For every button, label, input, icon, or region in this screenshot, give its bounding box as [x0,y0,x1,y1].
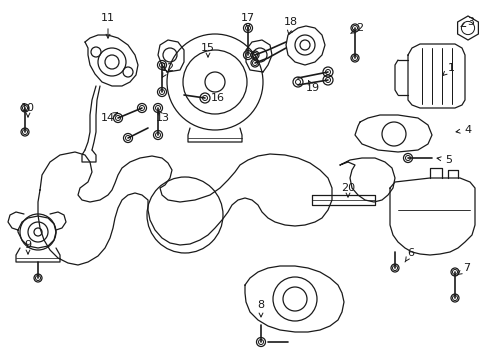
Text: 12: 12 [161,63,175,73]
Text: 13: 13 [156,113,170,123]
Text: 20: 20 [340,183,354,193]
Text: 15: 15 [201,43,215,53]
Text: 4: 4 [464,125,470,135]
Text: 9: 9 [24,240,32,250]
Text: 2: 2 [356,23,363,33]
Text: 11: 11 [101,13,115,23]
Text: 19: 19 [305,83,320,93]
Text: 17: 17 [241,13,255,23]
Text: 14: 14 [101,113,115,123]
Text: 7: 7 [463,263,469,273]
Text: 6: 6 [407,248,414,258]
Text: 16: 16 [210,93,224,103]
Text: 5: 5 [445,155,451,165]
Text: 18: 18 [284,17,298,27]
Text: 1: 1 [447,63,453,73]
Text: 8: 8 [257,300,264,310]
Text: 10: 10 [21,103,35,113]
Text: 3: 3 [467,17,473,27]
